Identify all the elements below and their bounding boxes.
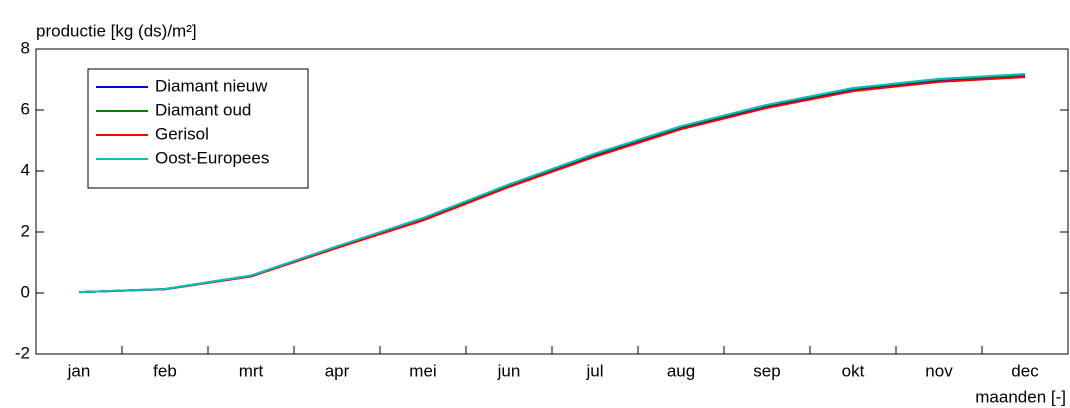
- x-tick-label: jan: [67, 361, 91, 380]
- x-tick-label: okt: [842, 361, 865, 380]
- y-tick-label: 2: [21, 221, 30, 240]
- x-tick-label: mei: [409, 361, 436, 380]
- y-tick-label: 4: [21, 160, 30, 179]
- x-tick-label: sep: [753, 361, 780, 380]
- x-tick-label: jun: [497, 361, 521, 380]
- series-line: [78, 73, 1026, 294]
- legend-label: Diamant oud: [155, 100, 251, 119]
- x-axis-label: maanden [-]: [975, 387, 1066, 406]
- legend-label: Gerisol: [155, 124, 209, 143]
- legend-box: [87, 68, 309, 189]
- x-tick-label: mrt: [239, 361, 264, 380]
- x-tick-label: nov: [925, 361, 953, 380]
- y-tick-label: -2: [15, 343, 30, 362]
- x-tick-label: apr: [325, 361, 350, 380]
- legend-label: Diamant nieuw: [155, 76, 268, 95]
- x-tick-label: dec: [1011, 361, 1039, 380]
- y-tick-label: 8: [21, 38, 30, 57]
- legend-label: Oost-Europees: [155, 148, 269, 167]
- x-tick-label: jul: [585, 361, 603, 380]
- x-tick-label: aug: [667, 361, 695, 380]
- y-tick-label: 0: [21, 282, 30, 301]
- y-axis-label: productie [kg (ds)/m²]: [36, 21, 197, 40]
- y-tick-label: 6: [21, 99, 30, 118]
- x-tick-label: feb: [153, 361, 177, 380]
